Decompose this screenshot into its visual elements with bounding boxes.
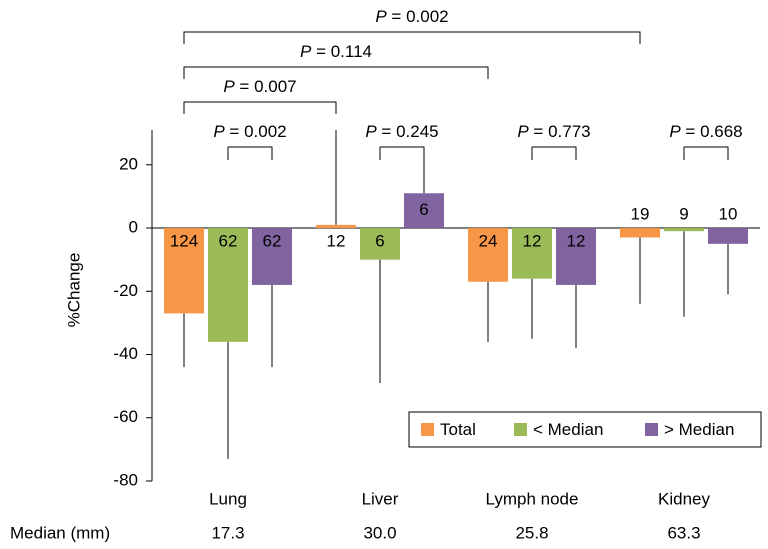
p-value: P = 0.668	[669, 122, 742, 141]
p-text: = 0.002	[387, 7, 449, 26]
count-label: 62	[219, 232, 238, 251]
bracket	[683, 146, 729, 160]
bracket	[531, 146, 577, 160]
count-label: 62	[263, 232, 282, 251]
bar	[360, 228, 400, 260]
p-value: P = 0.007	[223, 77, 296, 96]
bar	[164, 228, 204, 314]
x-tick-label: Lymph node	[486, 489, 579, 508]
legend-box	[408, 411, 762, 448]
bar	[208, 228, 248, 342]
p-value: P = 0.245	[365, 122, 438, 141]
bar	[252, 228, 292, 285]
legend-label: > Median	[664, 420, 734, 439]
x-tick-label: Kidney	[658, 489, 710, 508]
bar	[512, 228, 552, 279]
y-tick-label: -60	[113, 407, 138, 426]
bracket	[183, 31, 641, 44]
y-tick-label: 0	[129, 218, 138, 237]
bar	[404, 193, 444, 229]
count-label: 12	[523, 232, 542, 251]
p-symbol: P	[669, 122, 681, 141]
p-symbol: P	[375, 7, 387, 26]
count-label: 6	[419, 200, 428, 219]
bar	[620, 228, 660, 238]
y-tick-label: -80	[113, 470, 138, 489]
median-value: 17.3	[211, 523, 244, 542]
p-text: = 0.007	[235, 77, 297, 96]
p-value: P = 0.002	[213, 122, 286, 141]
p-text: = 0.245	[377, 122, 439, 141]
bar	[708, 228, 748, 244]
p-symbol: P	[365, 122, 377, 141]
count-label: 24	[479, 232, 498, 251]
p-text: = 0.114	[311, 42, 372, 61]
x-tick-label: Lung	[209, 489, 247, 508]
bracket	[183, 101, 337, 114]
legend-label: < Median	[533, 420, 603, 439]
count-label: 12	[327, 232, 346, 251]
bar	[316, 224, 356, 229]
count-label: 124	[170, 232, 198, 251]
legend-swatch	[421, 423, 434, 436]
bracket	[379, 146, 425, 160]
p-symbol: P	[223, 77, 235, 96]
p-value: P = 0.114	[300, 42, 372, 61]
count-label: 9	[679, 205, 688, 224]
p-symbol: P	[517, 122, 529, 141]
count-label: 6	[375, 232, 384, 251]
y-axis-label: %Change	[64, 253, 83, 328]
y-tick-label: -40	[113, 344, 138, 363]
y-tick-label: 20	[119, 154, 138, 173]
p-value: P = 0.773	[517, 122, 590, 141]
count-label: 10	[719, 205, 738, 224]
legend-swatch	[645, 423, 658, 436]
median-label: Median (mm)	[10, 523, 110, 542]
bracket	[227, 146, 273, 160]
bar	[468, 228, 508, 282]
median-value: 25.8	[515, 523, 548, 542]
bar	[556, 228, 596, 285]
x-tick-label: Liver	[362, 489, 399, 508]
bracket	[183, 66, 489, 79]
y-tick-label: -20	[113, 281, 138, 300]
legend-label: Total	[440, 420, 476, 439]
bar	[664, 228, 704, 232]
p-value: P = 0.002	[375, 7, 448, 26]
p-text: = 0.668	[681, 122, 743, 141]
count-label: 12	[567, 232, 586, 251]
p-text: = 0.002	[225, 122, 287, 141]
median-value: 63.3	[667, 523, 700, 542]
p-symbol: P	[213, 122, 225, 141]
p-text: = 0.773	[529, 122, 591, 141]
p-symbol: P	[300, 42, 312, 61]
count-label: 19	[631, 205, 650, 224]
legend-swatch	[514, 423, 527, 436]
median-value: 30.0	[363, 523, 396, 542]
